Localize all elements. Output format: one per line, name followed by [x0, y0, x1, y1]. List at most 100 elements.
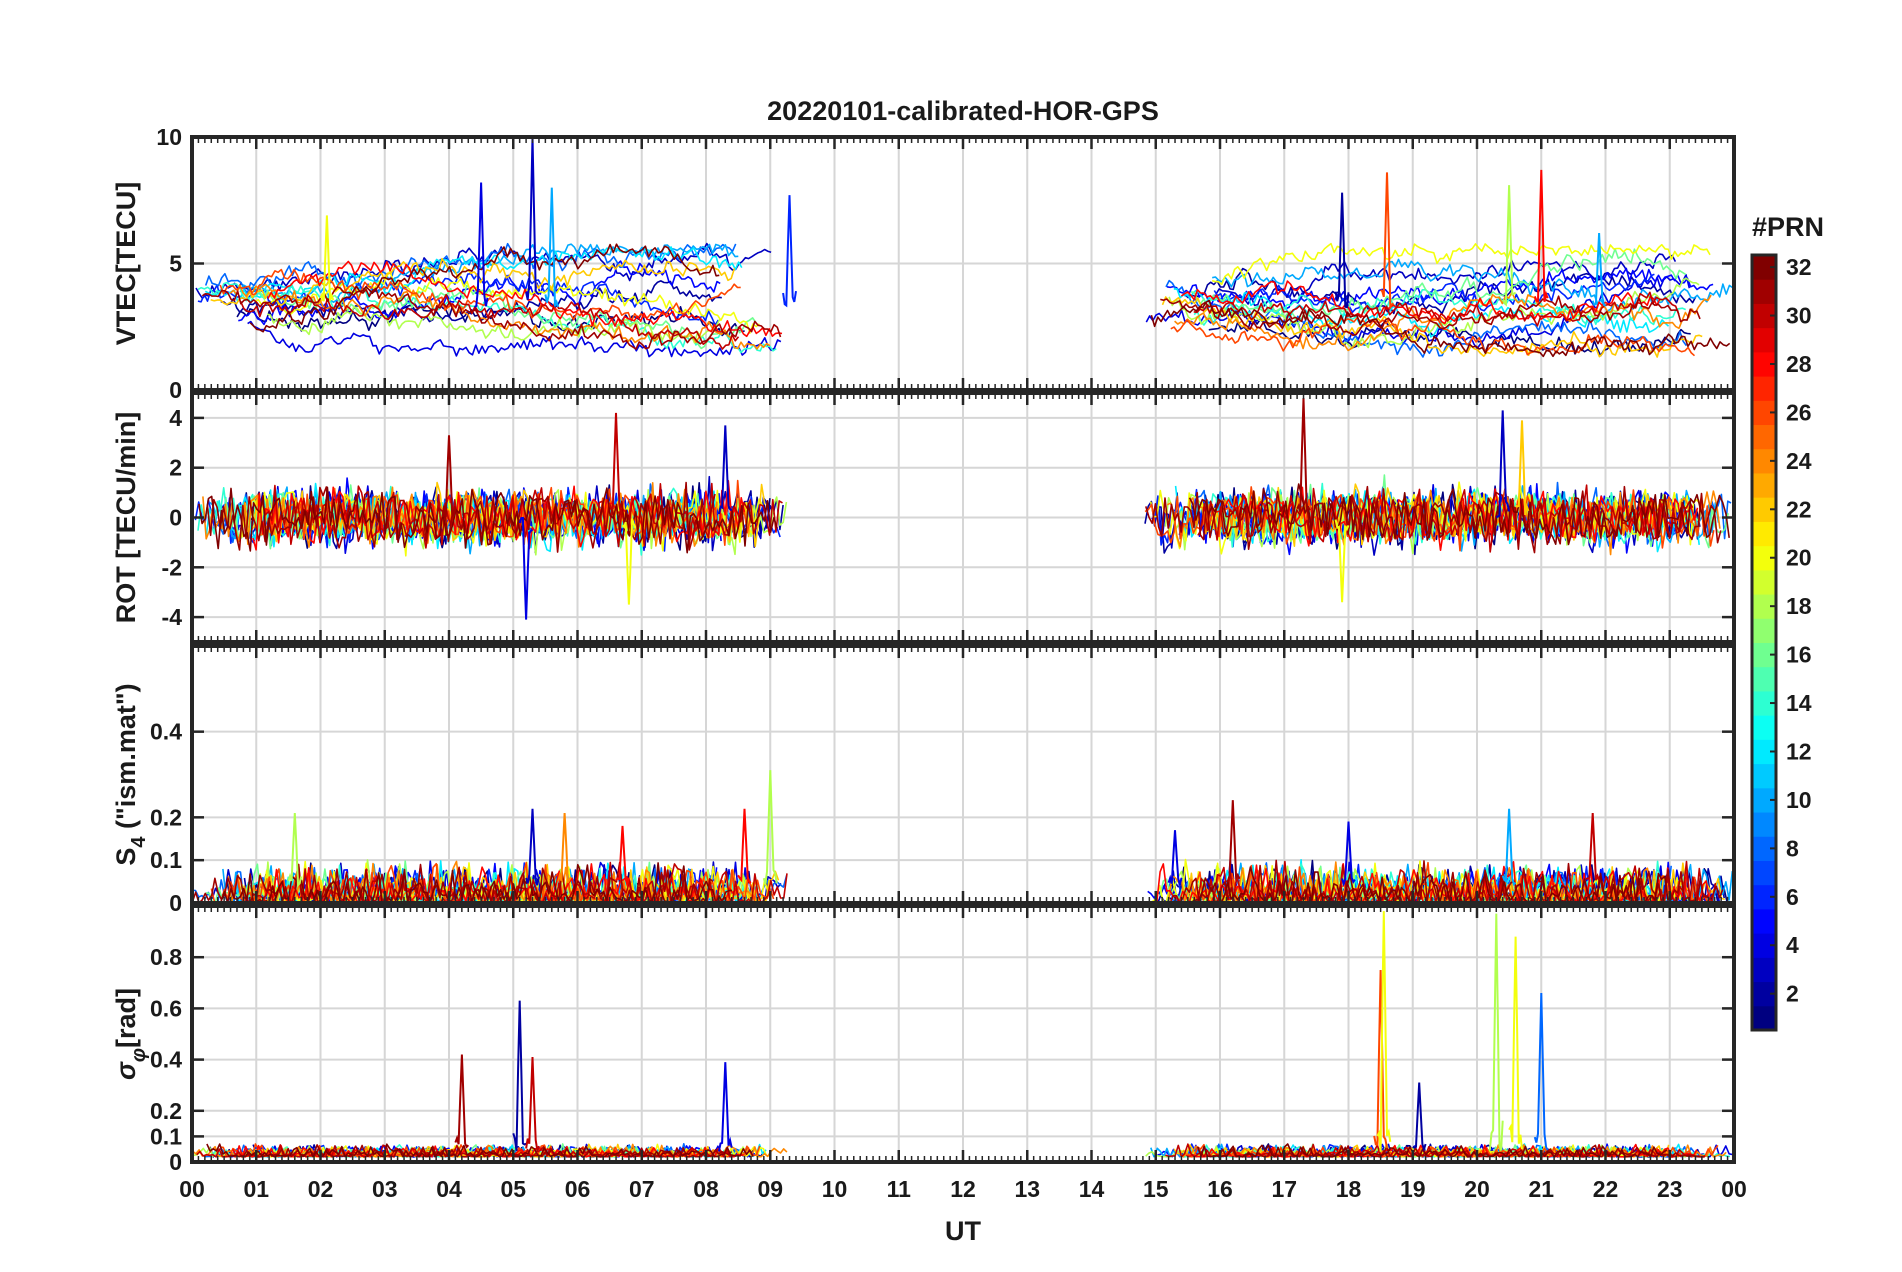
colorbar-tick-label: 2 — [1786, 981, 1799, 1007]
series-line-prn-32 — [220, 862, 733, 903]
colorbar-tick-label: 14 — [1786, 690, 1812, 716]
y-axis-label-s4: S4 ("ism.mat") — [111, 683, 150, 865]
peak-point — [1508, 936, 1523, 1150]
peak-point — [1225, 800, 1241, 883]
colorbar-segment — [1752, 1005, 1776, 1031]
traces-vtec — [195, 137, 1734, 358]
colorbar-tick-label: 18 — [1786, 593, 1812, 619]
series-line-prn-32 — [1197, 1143, 1668, 1158]
x-tick-label: 01 — [243, 1176, 269, 1202]
peak-point — [441, 435, 457, 518]
series-line-prn-32 — [1150, 299, 1731, 358]
traces-s4 — [192, 770, 1734, 903]
peak-point — [1373, 969, 1388, 1149]
series-line-prn-4 — [247, 320, 782, 358]
colorbar-segment — [1752, 860, 1776, 886]
series-line-prn-16 — [1190, 248, 1687, 325]
chart-title: 20220101-calibrated-HOR-GPS — [767, 96, 1159, 126]
colorbar-tick-label: 26 — [1786, 399, 1812, 425]
y-tick-label: 0 — [169, 377, 182, 403]
y-axis-label-main: S — [111, 848, 141, 866]
peak-point — [1488, 913, 1504, 1151]
y-tick-label: 0.1 — [150, 847, 182, 873]
series-line-prn-8 — [204, 242, 737, 294]
series-line-prn-28 — [267, 260, 783, 338]
colorbar-tick-label: 16 — [1786, 642, 1812, 668]
x-tick-label: 14 — [1079, 1176, 1105, 1202]
x-tick-label: 02 — [308, 1176, 334, 1202]
peak-point — [1376, 911, 1392, 1152]
peak-point — [1412, 1082, 1427, 1153]
peak-point — [1380, 172, 1394, 311]
colorbar-segment — [1752, 279, 1776, 304]
colorbar-frame — [1750, 253, 1778, 1032]
x-tick-label: 19 — [1400, 1176, 1426, 1202]
x-tick-label: 15 — [1143, 1176, 1169, 1202]
colorbar-segment — [1752, 957, 1776, 983]
series-line-prn-18 — [266, 305, 721, 344]
panel-rot: -4 -2 0 2 4 ROT [TECU/min] — [111, 391, 1736, 644]
colorbar-segment — [1752, 618, 1776, 643]
peak-point — [1167, 830, 1183, 885]
x-tick-label: 13 — [1014, 1176, 1040, 1202]
series-line-prn-31 — [1160, 295, 1701, 337]
colorbar-tick-label: 4 — [1786, 932, 1799, 958]
peak-point — [1501, 185, 1517, 307]
x-ticks-vtec — [190, 137, 1736, 390]
y-axis-label-rot: ROT [TECU/min] — [111, 412, 141, 623]
series-line-prn-26 — [219, 268, 741, 322]
colorbar-segment — [1752, 763, 1776, 789]
x-tick-label: 21 — [1528, 1176, 1554, 1202]
series-line-prn-31 — [201, 286, 782, 350]
colorbar-segment — [1752, 521, 1776, 547]
peak-point — [287, 812, 303, 888]
colorbar-tick-label: 6 — [1786, 884, 1799, 910]
peak-point — [525, 137, 540, 301]
colorbar-segment — [1752, 424, 1776, 450]
peak-point — [1334, 519, 1350, 603]
series-line-prn-31 — [1145, 485, 1722, 554]
x-tick-label: 18 — [1336, 1176, 1362, 1202]
peak-point — [518, 516, 534, 620]
peak-point — [1533, 169, 1549, 304]
y-tick-label: 10 — [156, 124, 182, 150]
panel-sigma_phi: 00.10.20.40.60.8σφ[rad] — [111, 904, 1736, 1175]
x-tick-label: 23 — [1657, 1176, 1683, 1202]
traces-rot — [194, 397, 1732, 620]
y-axis-label-rest: [rad] — [111, 988, 141, 1048]
colorbar-title: #PRN — [1752, 212, 1824, 242]
x-tick-label: 03 — [372, 1176, 398, 1202]
peak-point — [615, 825, 630, 889]
x-tick-label: 17 — [1271, 1176, 1297, 1202]
colorbar-tick-label: 28 — [1786, 351, 1812, 377]
x-tick-label: 10 — [822, 1176, 848, 1202]
series-line-prn-10 — [1212, 258, 1734, 313]
series-line-prn-24 — [1174, 291, 1712, 352]
y-tick-label: 0.8 — [150, 944, 182, 970]
series-line-prn-32 — [206, 1143, 754, 1158]
peak-point — [608, 412, 624, 517]
peak-point — [737, 808, 752, 884]
y-tick-label: 0.2 — [150, 1098, 182, 1124]
y-axis-label-sigma_phi: σφ[rad] — [111, 988, 150, 1080]
y-tick-label: 0 — [169, 1149, 182, 1175]
grid-sigma_phi — [192, 906, 1734, 1162]
series-line-prn-20 — [1211, 242, 1711, 286]
y-tick-label: 0.2 — [150, 804, 182, 830]
peak-point — [454, 1054, 470, 1149]
y-tick-label: 0.4 — [150, 719, 182, 745]
y-axis-label-vtec: VTEC[TECU] — [111, 182, 141, 346]
y-tick-label: 0 — [169, 890, 182, 916]
colorbar-segment — [1752, 327, 1776, 353]
peak-point — [474, 182, 489, 308]
peak-point — [782, 195, 797, 308]
series-line-prn-22 — [210, 257, 736, 307]
y-tick-label: 0.4 — [150, 1047, 182, 1073]
panel-s4: 0 0.1 0.2 0.4S4 ("ism.mat") — [111, 644, 1736, 916]
y-tick-label: 0.1 — [150, 1123, 182, 1149]
y-tick-label: -4 — [162, 604, 183, 630]
x-tick-label: 16 — [1207, 1176, 1233, 1202]
grid-s4 — [192, 646, 1734, 903]
